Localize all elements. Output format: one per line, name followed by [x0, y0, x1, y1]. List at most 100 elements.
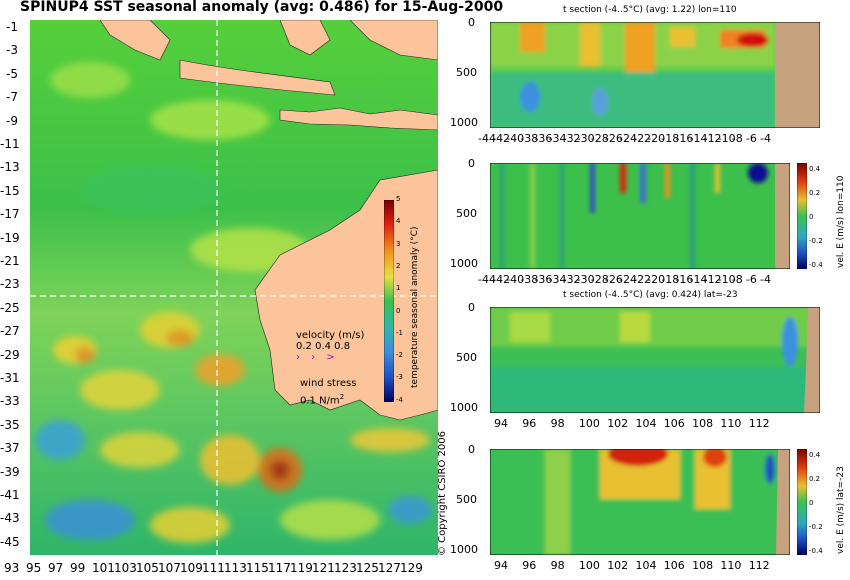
lon-tick-label: 95 — [26, 561, 42, 575]
lon-tick-label: 101 — [92, 561, 115, 575]
lat-tick-label: -39 — [0, 464, 20, 479]
velocity-legend-title: velocity (m/s) — [296, 330, 365, 341]
p3-x-tick-label: 112 — [748, 417, 770, 430]
p3-x-tick-label: 100 — [578, 417, 600, 430]
colorbar-tick-label: 3 — [396, 239, 401, 248]
p1-x-tick-label: -10 — [717, 132, 736, 145]
p4-x-tick-label: 102 — [607, 559, 629, 572]
lat-tick-label: -5 — [6, 66, 18, 81]
p2-colorbar-tick-label: -0.2 — [809, 237, 823, 245]
colorbar-tick-label: -2 — [396, 351, 403, 360]
sst-anomaly-map — [30, 20, 438, 555]
p4-colorbar-tick-label: 0 — [809, 499, 814, 507]
lon-tick-label: 99 — [70, 561, 86, 575]
p2-x-tick-label: -26 — [604, 273, 623, 286]
p1-x-tick-label: -30 — [576, 132, 595, 145]
lon-tick-label: 107 — [158, 561, 181, 575]
lon-tick-label: 127 — [378, 561, 401, 575]
colorbar-tick-label: 1 — [396, 284, 401, 293]
lat-tick-label: -13 — [0, 160, 20, 175]
p1-x-tick-label: -16 — [675, 132, 694, 145]
wind-legend-exponent: 2 — [339, 393, 345, 401]
colorbar-tick-label: -3 — [396, 373, 403, 382]
p2-colorbar-tick-label: 0.4 — [809, 165, 821, 173]
lat-tick-label: -9 — [6, 113, 18, 128]
p4-colorbar-tick-label: 0.2 — [809, 475, 821, 483]
p3-x-tick-label: 106 — [663, 417, 685, 430]
lat-tick-label: -7 — [6, 90, 18, 105]
p4-y-tick-label: 1000 — [450, 543, 478, 556]
p4-x-tick-label: 108 — [692, 559, 714, 572]
lat-tick-label: -19 — [0, 230, 20, 245]
p1-x-tick-label: -34 — [548, 132, 567, 145]
lat-tick-label: -45 — [0, 534, 20, 549]
p4-y-tick-label: 500 — [456, 493, 477, 506]
p2-x-tick-label: -16 — [675, 273, 694, 286]
lat-tick-label: -17 — [0, 207, 20, 222]
p1-y-tick-label: 0 — [468, 16, 475, 29]
lat-tick-label: -31 — [0, 371, 20, 385]
colorbar-tick-label: 5 — [396, 195, 401, 203]
velocity-legend-values: 0.2 0.4 0.8 — [296, 341, 351, 352]
lon-tick-label: 117 — [268, 561, 291, 575]
p4-x-tick-label: 112 — [748, 559, 770, 572]
colorbar-tick-label: 2 — [396, 261, 401, 270]
lat-tick-label: -41 — [0, 488, 20, 502]
lat-tick-label: -33 — [0, 394, 20, 409]
p2-y-tick-label: 1000 — [450, 257, 478, 270]
p2-x-tick-label: -6 — [745, 273, 757, 286]
p3-y-tick-label: 0 — [468, 301, 475, 314]
lat-tick-label: -29 — [0, 347, 20, 362]
lat-tick-label: -43 — [0, 511, 20, 526]
lon-tick-label: 103 — [114, 561, 137, 575]
p4-x-tick-label: 94 — [494, 559, 508, 572]
p1-x-tick-label: -4 — [760, 132, 771, 145]
p3-x-tick-label: 102 — [607, 417, 629, 430]
p4-x-tick-label: 106 — [663, 559, 685, 572]
p1-x-tick-label: -24 — [619, 132, 637, 145]
p1-x-tick-label: -36 — [534, 132, 553, 145]
lon-tick-label: 129 — [400, 561, 423, 575]
p1-x-tick-label: -12 — [703, 132, 722, 145]
panel2-side-label: vel. E (m/s) lon=110 — [836, 175, 846, 268]
p3-x-tick-label: 110 — [720, 417, 742, 430]
lon-tick-label: 93 — [4, 561, 20, 575]
p2-x-tick-label: -4 — [760, 273, 771, 286]
lon-tick-label: 119 — [290, 561, 313, 575]
colorbar-tick-label: 0 — [396, 306, 401, 315]
p2-x-tick-label: -8 — [731, 273, 743, 286]
lat-tick-label: -35 — [0, 417, 20, 432]
p2-x-tick-label: -12 — [703, 273, 722, 286]
p2-x-tick-label: -44 — [478, 273, 496, 286]
p4-colorbar-tick-label: -0.4 — [809, 547, 823, 555]
p1-y-tick-label: 500 — [456, 66, 477, 79]
lon-tick-label: 123 — [334, 561, 357, 575]
p2-x-tick-label: -34 — [548, 273, 567, 286]
p2-colorbar-tick-label: -0.4 — [809, 261, 823, 269]
lon-tick-label: 113 — [224, 561, 247, 575]
p1-x-tick-label: -32 — [562, 132, 581, 145]
p2-colorbar-tick-label: 0.2 — [809, 189, 821, 197]
panel1-temperature-section-lon — [490, 22, 820, 128]
p2-x-tick-label: -42 — [492, 273, 511, 286]
colorbar-tick-label: -4 — [396, 395, 403, 404]
wind-legend-value: 0.1 N/m — [300, 395, 340, 407]
p3-x-tick-label: 108 — [692, 417, 714, 430]
p4-x-tick-label: 100 — [578, 559, 600, 572]
p4-y-tick-label: 0 — [468, 443, 475, 456]
wind-legend: wind stress 0.1 N/m2 — [300, 378, 356, 406]
map-colorbar-label: temperature seasonal anomaly (°C) — [410, 226, 420, 388]
colorbar-tick-label: -1 — [396, 328, 403, 337]
p3-y-tick-label: 500 — [456, 351, 477, 364]
lon-tick-label: 97 — [48, 561, 64, 575]
p1-x-tick-label: -28 — [590, 132, 609, 145]
map-colorbar — [384, 200, 394, 402]
p4-x-tick-label: 104 — [635, 559, 657, 572]
p4-x-tick-label: 96 — [522, 559, 537, 572]
p2-x-tick-label: -38 — [520, 273, 539, 286]
p2-x-tick-label: -30 — [576, 273, 595, 286]
p1-x-tick-label: -8 — [731, 132, 743, 145]
panel2-velocity-section-lon — [490, 163, 790, 269]
p2-y-tick-label: 500 — [456, 207, 477, 220]
panel4-velocity-section-lat — [490, 449, 790, 555]
